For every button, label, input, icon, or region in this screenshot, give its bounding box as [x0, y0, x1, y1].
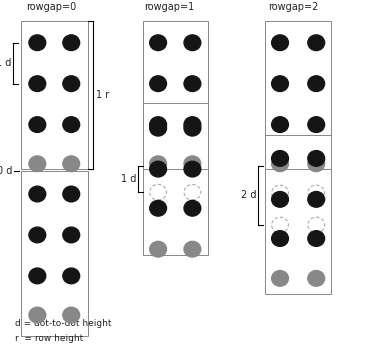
Bar — [143, 103, 208, 255]
Circle shape — [63, 117, 80, 132]
Circle shape — [308, 35, 325, 51]
Circle shape — [272, 76, 288, 91]
Circle shape — [150, 117, 166, 132]
Text: 1 r: 1 r — [96, 90, 109, 100]
Circle shape — [29, 186, 46, 202]
Circle shape — [63, 35, 80, 51]
Circle shape — [29, 117, 46, 132]
Circle shape — [150, 200, 166, 216]
Circle shape — [29, 307, 46, 323]
Text: 1 d: 1 d — [0, 58, 11, 68]
Circle shape — [184, 117, 201, 132]
Circle shape — [63, 76, 80, 91]
Text: r  = row height: r = row height — [15, 334, 83, 342]
Circle shape — [63, 268, 80, 284]
Text: 1 d: 1 d — [121, 174, 136, 184]
Text: rowgap=2: rowgap=2 — [268, 2, 319, 12]
Circle shape — [63, 156, 80, 172]
Bar — [265, 21, 331, 169]
Circle shape — [29, 227, 46, 243]
Circle shape — [63, 186, 80, 202]
Text: 2 d: 2 d — [241, 190, 256, 200]
Circle shape — [150, 76, 166, 91]
Text: d = dot-to-dot height: d = dot-to-dot height — [15, 319, 112, 328]
Bar — [21, 21, 88, 169]
Circle shape — [272, 151, 288, 166]
Circle shape — [272, 156, 288, 172]
Bar — [21, 171, 88, 336]
Circle shape — [272, 117, 288, 132]
Circle shape — [63, 307, 80, 323]
Circle shape — [150, 120, 166, 136]
Circle shape — [272, 231, 288, 246]
Circle shape — [29, 35, 46, 51]
Circle shape — [184, 241, 201, 257]
Text: rowgap=1: rowgap=1 — [144, 2, 195, 12]
Circle shape — [150, 161, 166, 177]
Circle shape — [184, 200, 201, 216]
Circle shape — [308, 117, 325, 132]
Circle shape — [308, 151, 325, 166]
Circle shape — [308, 271, 325, 286]
Circle shape — [184, 35, 201, 51]
Circle shape — [272, 35, 288, 51]
Circle shape — [29, 76, 46, 91]
Circle shape — [272, 271, 288, 286]
Circle shape — [150, 241, 166, 257]
Circle shape — [184, 156, 201, 172]
Circle shape — [308, 192, 325, 207]
Circle shape — [184, 161, 201, 177]
Circle shape — [308, 231, 325, 246]
Circle shape — [63, 227, 80, 243]
Bar — [143, 21, 208, 169]
Circle shape — [272, 192, 288, 207]
Circle shape — [184, 76, 201, 91]
Bar — [265, 135, 331, 294]
Circle shape — [308, 76, 325, 91]
Text: 0 d: 0 d — [0, 166, 13, 176]
Circle shape — [150, 35, 166, 51]
Circle shape — [308, 156, 325, 172]
Circle shape — [29, 268, 46, 284]
Circle shape — [184, 120, 201, 136]
Circle shape — [29, 156, 46, 172]
Text: rowgap=0: rowgap=0 — [26, 2, 77, 12]
Circle shape — [150, 156, 166, 172]
